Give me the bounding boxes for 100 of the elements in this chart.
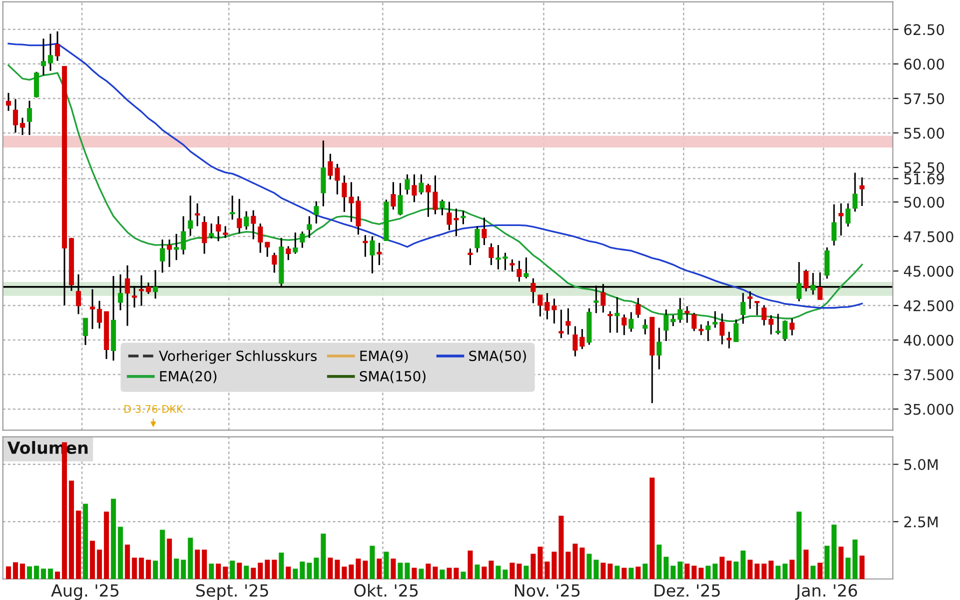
bar bbox=[138, 558, 144, 579]
bar bbox=[96, 550, 102, 579]
candlestick bbox=[48, 32, 53, 72]
bar bbox=[838, 546, 844, 579]
x-tick-label: Nov. '25 bbox=[515, 584, 580, 597]
bar bbox=[726, 560, 732, 579]
bar bbox=[860, 556, 865, 579]
y-tick-label: 55.00 bbox=[904, 128, 944, 139]
bar bbox=[768, 560, 774, 579]
x-tick-label: Aug. '25 bbox=[51, 584, 118, 600]
bar bbox=[54, 572, 60, 579]
bar bbox=[678, 562, 683, 579]
bar bbox=[692, 566, 697, 579]
bar bbox=[622, 568, 627, 579]
candlestick bbox=[258, 222, 263, 254]
bar bbox=[292, 568, 298, 579]
bar bbox=[356, 558, 361, 579]
bar bbox=[152, 560, 158, 579]
bar bbox=[384, 552, 389, 579]
bar bbox=[264, 560, 270, 579]
bar bbox=[642, 564, 648, 579]
legend-label: EMA(20) bbox=[160, 370, 216, 384]
candlestick bbox=[572, 325, 578, 358]
bar bbox=[348, 564, 354, 579]
bar bbox=[538, 546, 543, 579]
candlestick bbox=[194, 202, 200, 227]
bar bbox=[342, 566, 347, 579]
candlestick bbox=[440, 198, 445, 216]
candlestick bbox=[748, 290, 753, 310]
bar bbox=[82, 504, 88, 579]
candlestick bbox=[832, 204, 837, 246]
candlestick bbox=[404, 174, 410, 196]
bar bbox=[110, 498, 116, 579]
candlestick bbox=[264, 241, 270, 258]
candlestick bbox=[370, 235, 375, 274]
bar bbox=[572, 544, 578, 579]
bar bbox=[236, 562, 242, 579]
bar bbox=[818, 562, 823, 579]
bar bbox=[628, 568, 634, 579]
bar bbox=[174, 558, 179, 579]
candlestick bbox=[790, 318, 795, 336]
bar bbox=[502, 570, 508, 579]
candlestick bbox=[418, 174, 424, 196]
candlestick bbox=[292, 232, 298, 255]
bar bbox=[208, 564, 214, 579]
candlestick bbox=[362, 234, 368, 258]
y-tick-label: 62.50 bbox=[904, 24, 944, 36]
bar bbox=[656, 544, 662, 579]
bar bbox=[328, 558, 333, 579]
bar bbox=[790, 560, 795, 579]
bar bbox=[412, 568, 417, 579]
candlestick bbox=[390, 181, 396, 210]
bar bbox=[762, 564, 767, 579]
bar bbox=[608, 564, 613, 579]
y-tick-label: 47.500 bbox=[904, 231, 954, 242]
bar bbox=[314, 558, 319, 579]
candlestick bbox=[712, 310, 718, 329]
y-tick-label: 35.000 bbox=[904, 404, 954, 415]
candlestick bbox=[160, 238, 165, 274]
bar bbox=[334, 560, 340, 579]
candlestick bbox=[230, 194, 235, 220]
bar bbox=[670, 566, 676, 579]
y-tick-label: 57.50 bbox=[904, 93, 944, 104]
bar bbox=[258, 562, 263, 579]
bar bbox=[272, 560, 277, 579]
candlestick bbox=[174, 233, 179, 261]
bar bbox=[244, 566, 249, 579]
bar bbox=[222, 566, 228, 579]
bar bbox=[600, 562, 606, 579]
bar bbox=[698, 568, 704, 579]
bar bbox=[26, 566, 32, 579]
candlestick bbox=[306, 215, 312, 239]
bar bbox=[664, 556, 669, 579]
candlestick bbox=[628, 311, 634, 333]
bar bbox=[496, 566, 501, 579]
bar bbox=[488, 560, 494, 579]
candlestick bbox=[684, 305, 690, 324]
bar bbox=[34, 566, 39, 579]
bar bbox=[460, 572, 466, 579]
candlestick bbox=[314, 200, 319, 224]
bar bbox=[510, 562, 515, 579]
bar bbox=[202, 550, 207, 579]
bar bbox=[782, 564, 788, 579]
candlestick bbox=[670, 314, 676, 327]
candlestick bbox=[460, 210, 466, 225]
bar bbox=[76, 510, 81, 579]
candlestick bbox=[244, 210, 249, 230]
bar bbox=[440, 570, 445, 579]
candlestick bbox=[698, 324, 704, 336]
bar bbox=[376, 558, 382, 579]
candlestick bbox=[776, 313, 781, 336]
bar bbox=[188, 538, 193, 579]
candlestick bbox=[398, 182, 403, 216]
y-tick-label: 60.00 bbox=[904, 58, 944, 70]
candlestick bbox=[376, 242, 382, 266]
annotation: D 3.76 DKK bbox=[124, 405, 184, 413]
candlestick bbox=[20, 117, 25, 136]
candlestick bbox=[726, 331, 732, 350]
legend-label: SMA(150) bbox=[360, 370, 426, 384]
bar bbox=[362, 560, 368, 579]
